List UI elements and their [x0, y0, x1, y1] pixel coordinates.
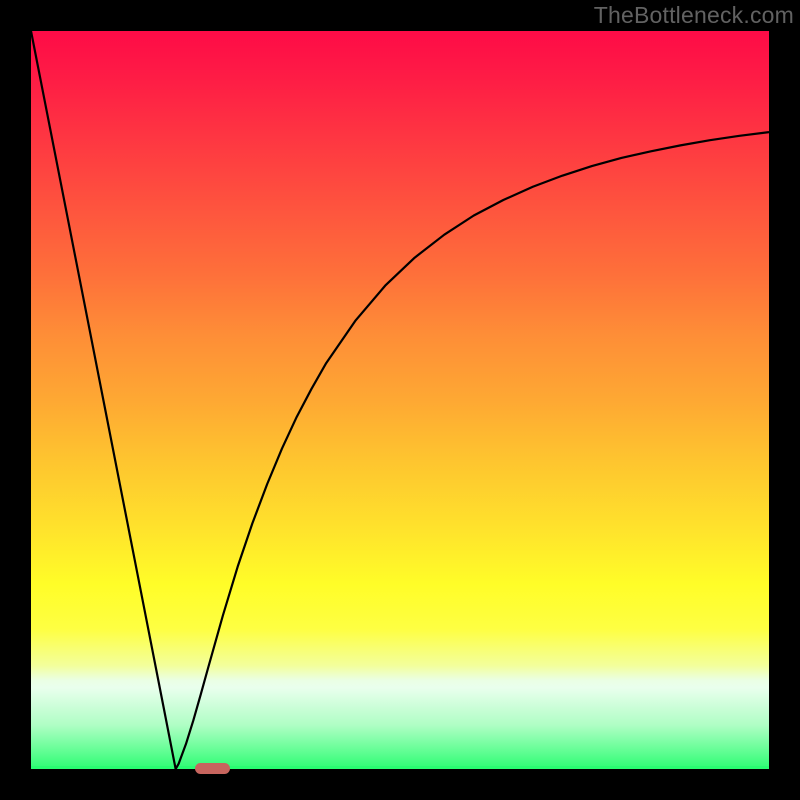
bottleneck-curve [31, 31, 769, 769]
optimal-marker-pill [195, 763, 230, 774]
watermark-text: TheBottleneck.com [594, 2, 794, 29]
stage: TheBottleneck.com [0, 0, 800, 800]
plot-area [31, 31, 769, 769]
curve-layer [31, 31, 769, 769]
